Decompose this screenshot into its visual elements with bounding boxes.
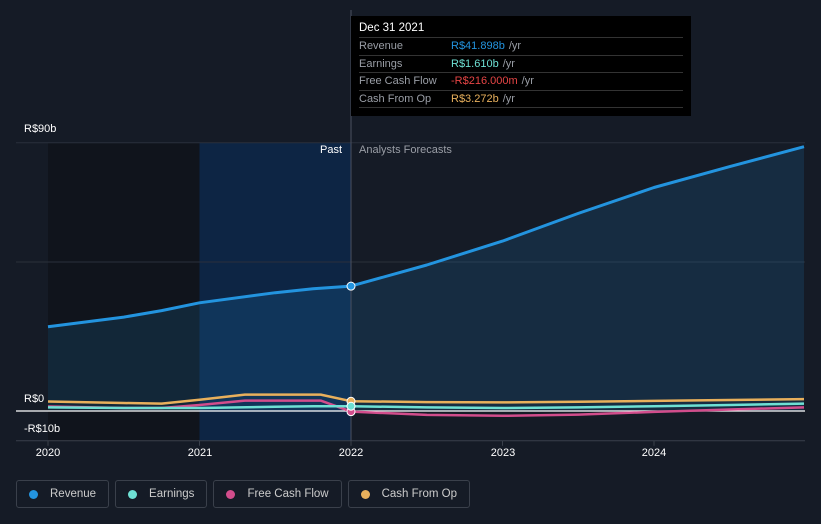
y-tick-label: R$0 [24, 393, 45, 405]
past-label: Past [320, 144, 343, 156]
x-tick-label: 2023 [490, 447, 516, 459]
legend-label: Revenue [50, 488, 97, 500]
tooltip-unit: /yr [508, 40, 522, 53]
tooltip-row-earnings: Earnings R$1.610b/yr [359, 56, 683, 73]
x-tick-label: 2024 [641, 447, 667, 459]
tooltip-date: Dec 31 2021 [359, 22, 683, 38]
tooltip-unit: /yr [502, 92, 515, 105]
tooltip-value: -R$216.000m [451, 75, 518, 88]
tooltip-value: R$1.610b [451, 57, 499, 70]
revenue-dot-icon [29, 489, 38, 499]
tooltip-label: Free Cash Flow [359, 75, 437, 88]
tooltip-row-revenue: Revenue R$41.898b/yr [359, 38, 683, 56]
revenue-area [48, 146, 804, 411]
tooltip-unit: /yr [521, 75, 534, 88]
cfo-dot-icon [360, 489, 370, 499]
y-tick-label: -R$10b [24, 423, 61, 435]
x-tick-label: 2020 [35, 447, 61, 459]
legend-label: Earnings [149, 488, 195, 500]
series-line-earnings [47, 402, 805, 410]
tooltip-label: Earnings [359, 57, 403, 70]
tooltip-label: Cash From Op [359, 92, 432, 105]
tooltip-row-cfo: Cash From Op R$3.272b/yr [359, 91, 683, 108]
legend: Revenue Earnings Free Cash Flow Cash Fro… [16, 480, 471, 508]
fcf-dot-icon [226, 489, 236, 499]
tooltip-value: R$3.272b [451, 92, 499, 105]
legend-cash-from-op[interactable]: Cash From Op [347, 480, 471, 508]
x-tick-label: 2022 [338, 447, 364, 459]
legend-label: Cash From Op [381, 488, 458, 500]
data-point-revenue [346, 281, 356, 291]
legend-label: Free Cash Flow [247, 488, 329, 500]
data-point-earnings [346, 401, 356, 411]
forecast-label: Analysts Forecasts [359, 144, 452, 156]
y-tick-label: R$90b [24, 123, 57, 135]
tooltip-unit: /yr [502, 57, 515, 70]
tooltip-row-fcf: Free Cash Flow -R$216.000m/yr [359, 73, 683, 91]
legend-earnings[interactable]: Earnings [115, 480, 208, 508]
tooltip: Dec 31 2021 Revenue R$41.898b/yr Earnings… [351, 16, 691, 116]
tooltip-label: Revenue [359, 40, 404, 53]
x-tick-label: 2021 [187, 447, 213, 459]
tooltip-value: R$41.898b [451, 40, 505, 53]
legend-free-cash-flow[interactable]: Free Cash Flow [213, 480, 342, 508]
earnings-dot-icon [128, 489, 138, 499]
past-shade [48, 142, 200, 441]
legend-revenue[interactable]: Revenue [16, 480, 110, 508]
